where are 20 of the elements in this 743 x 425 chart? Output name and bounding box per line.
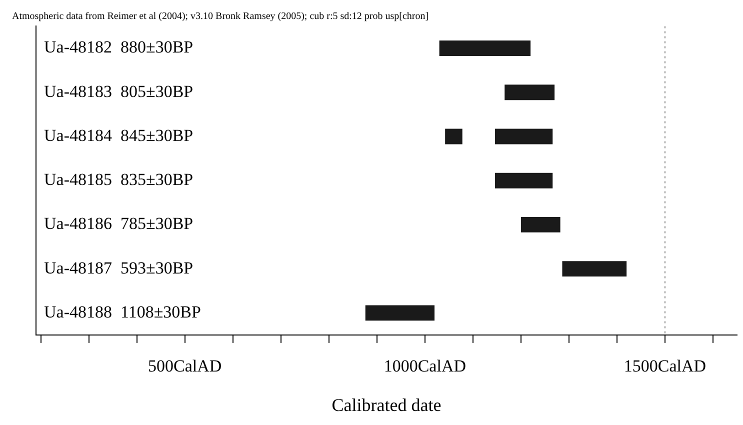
bar xyxy=(504,84,555,100)
x-tick-label: 1000CalAD xyxy=(384,356,466,376)
bar xyxy=(365,305,435,321)
y-tick-label: Ua-48188 1108±30BP xyxy=(44,302,201,322)
x-axis-title: Calibrated date xyxy=(332,394,442,415)
y-tick-label: Ua-48184 845±30BP xyxy=(44,126,194,145)
bar xyxy=(495,172,553,188)
bar xyxy=(495,128,553,144)
bar xyxy=(445,128,462,144)
chart-title: Atmospheric data from Reimer et al (2004); v3.10 Bronk Ramsey (2005); cub r:5 sd:12 prob usp[chron] xyxy=(12,10,429,22)
x-tick-label: 500CalAD xyxy=(148,356,222,376)
bar xyxy=(439,40,531,56)
y-tick-label: Ua-48187 593±30BP xyxy=(44,258,194,278)
y-tick-label: Ua-48186 785±30BP xyxy=(44,214,194,234)
y-tick-label: Ua-48185 835±30BP xyxy=(44,170,194,190)
bar xyxy=(562,261,627,277)
bar xyxy=(520,216,560,232)
x-tick-label: 1500CalAD xyxy=(624,356,706,376)
y-tick-label: Ua-48182 880±30BP xyxy=(44,38,194,57)
y-tick-label: Ua-48183 805±30BP xyxy=(44,82,194,101)
